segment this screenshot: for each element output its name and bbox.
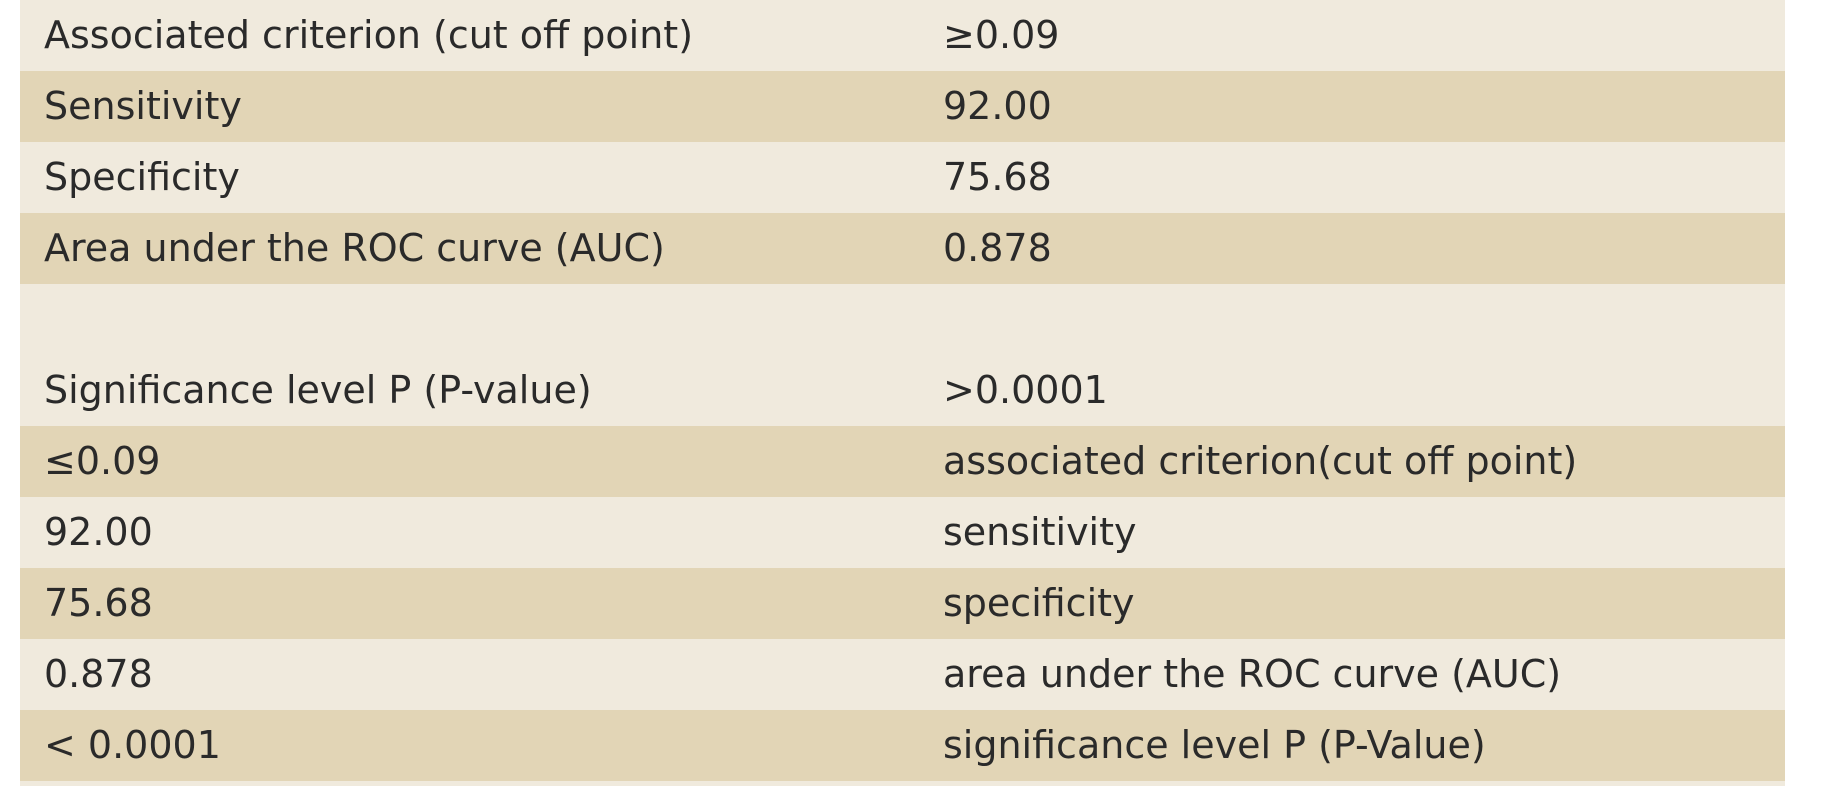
- row-label: Sensitivity: [44, 84, 242, 128]
- table-row: ≤0.09 associated criterion(cut off point…: [20, 426, 1785, 497]
- row-right: significance level P (P-Value): [943, 723, 1486, 767]
- row-right: area under the ROC curve (AUC): [943, 652, 1562, 696]
- row-left: ≤0.09: [44, 439, 161, 483]
- row-left: 75.68: [44, 581, 153, 625]
- table-row: Specificity 75.68: [20, 142, 1785, 213]
- row-left: 92.00: [44, 510, 153, 554]
- row-label: Specificity: [44, 155, 240, 199]
- row-left: < 0.0001: [44, 723, 221, 767]
- roc-results-table: Associated criterion (cut off point) ≥0.…: [20, 0, 1785, 786]
- table-row: 0.878 area under the ROC curve (AUC): [20, 639, 1785, 710]
- row-label: Area under the ROC curve (AUC): [44, 226, 665, 270]
- row-left: 0.878: [44, 652, 153, 696]
- table-row: 75.68 specificity: [20, 568, 1785, 639]
- row-right: associated criterion(cut off point): [943, 439, 1578, 483]
- table-row: Associated criterion (cut off point) ≥0.…: [20, 0, 1785, 71]
- row-left: Significance level P (P-value): [44, 368, 592, 412]
- row-value: ≥0.09: [943, 13, 1060, 57]
- table-row: Significance level P (P-value) >0.0001: [20, 355, 1785, 426]
- table-row: 92.00 sensitivity: [20, 497, 1785, 568]
- row-right: sensitivity: [943, 510, 1137, 554]
- row-right: specificity: [943, 581, 1135, 625]
- table-row: Area under the ROC curve (AUC) 0.878: [20, 213, 1785, 284]
- table-spacer-row: [20, 284, 1785, 355]
- table-row: < 0.0001 significance level P (P-Value): [20, 710, 1785, 781]
- row-value: 75.68: [943, 155, 1052, 199]
- row-value: 0.878: [943, 226, 1052, 270]
- row-label: Associated criterion (cut off point): [44, 13, 694, 57]
- row-right: >0.0001: [943, 368, 1108, 412]
- table-row: Sensitivity 92.00: [20, 71, 1785, 142]
- row-value: 92.00: [943, 84, 1052, 128]
